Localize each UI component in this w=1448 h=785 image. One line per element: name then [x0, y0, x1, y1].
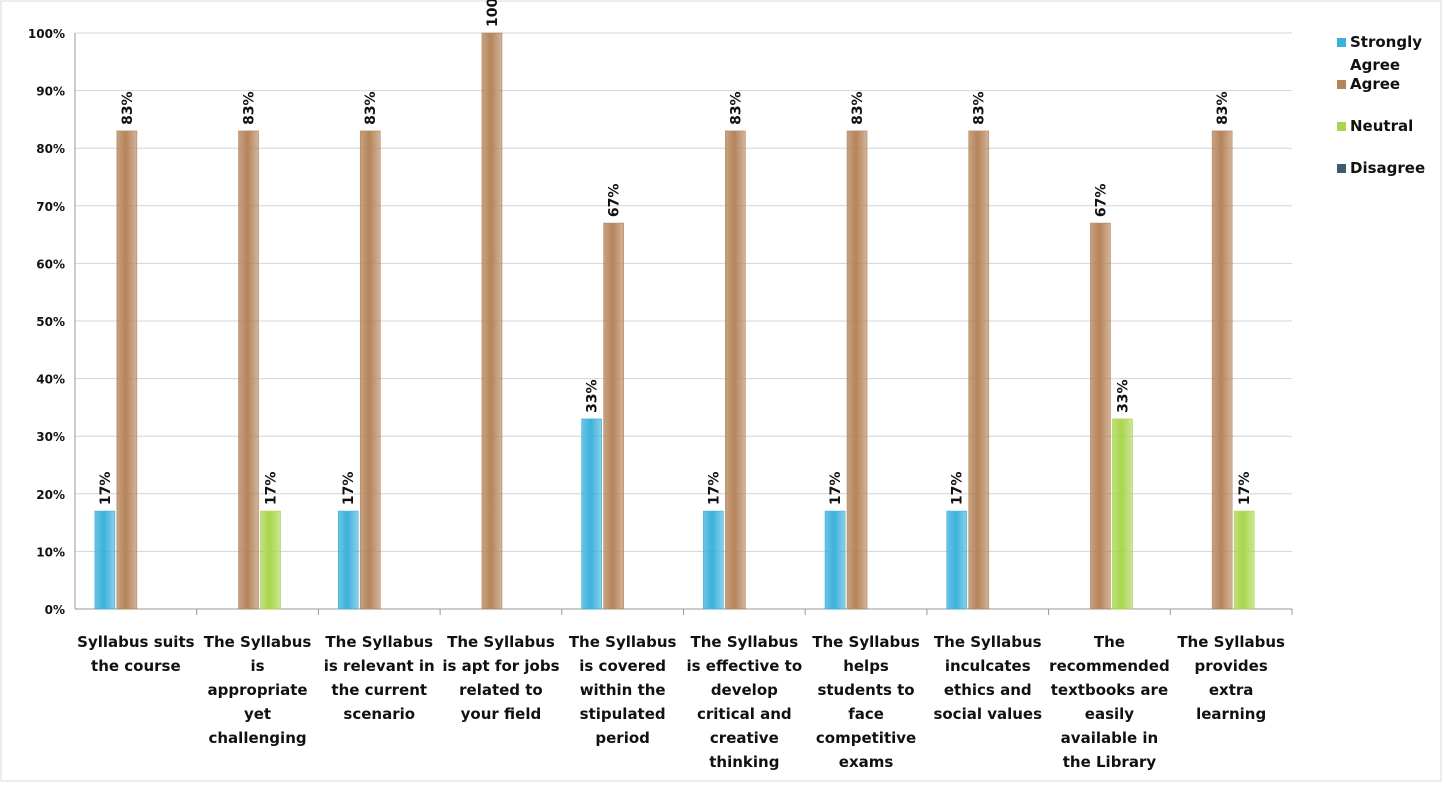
- data-label: 83%: [242, 91, 258, 125]
- data-label: 83%: [728, 91, 744, 125]
- y-tick-label: 50%: [36, 315, 65, 329]
- data-label: 83%: [850, 91, 866, 125]
- data-label: 17%: [950, 472, 966, 506]
- y-tick-label: 0%: [45, 603, 65, 617]
- bar: [946, 510, 968, 610]
- legend-swatch: [1337, 38, 1346, 47]
- y-tick-label: 10%: [36, 545, 65, 559]
- bar: [846, 130, 868, 610]
- data-label: 17%: [828, 472, 844, 506]
- data-label: 83%: [1215, 91, 1231, 125]
- x-tick-label: Syllabus suits the course: [77, 633, 194, 675]
- legend-swatch: [1337, 80, 1346, 89]
- bar: [94, 510, 116, 610]
- data-label: 67%: [607, 184, 623, 218]
- y-tick-label: 80%: [36, 142, 65, 156]
- data-label: 17%: [98, 472, 114, 506]
- legend-swatch: [1337, 122, 1346, 131]
- data-label: 17%: [706, 472, 722, 506]
- bar: [1112, 418, 1133, 610]
- data-label: 33%: [1115, 379, 1131, 413]
- y-tick-label: 70%: [36, 200, 65, 214]
- data-label: 67%: [1093, 184, 1109, 218]
- data-label: 33%: [585, 379, 601, 413]
- bar: [260, 510, 281, 610]
- data-label: 83%: [972, 91, 988, 125]
- x-tick-label: The recommended textbooks are easily availab…: [1049, 633, 1170, 771]
- x-tick-label: The Syllabus is covered within the stipulat…: [569, 633, 677, 747]
- data-label: 83%: [120, 91, 136, 125]
- legend-label: Disagree: [1350, 159, 1425, 177]
- bar: [1233, 510, 1255, 610]
- bar: [603, 222, 624, 610]
- x-tick-label: The Syllabus is appropriate yet challenging: [204, 633, 312, 747]
- bar: [238, 130, 259, 610]
- y-tick-label: 30%: [36, 430, 65, 444]
- y-tick-label: 20%: [36, 488, 65, 502]
- data-label: 17%: [341, 472, 357, 506]
- x-tick-label: The Syllabus is relevant in the current sce…: [324, 633, 435, 723]
- x-tick-label: The Syllabus provides extra learning: [1177, 633, 1285, 723]
- data-label: 17%: [264, 472, 280, 506]
- x-tick-label: The Syllabus is apt for jobs related to you…: [442, 633, 559, 723]
- bar: [1090, 222, 1111, 610]
- bar: [337, 510, 359, 610]
- bar: [359, 130, 381, 610]
- y-tick-label: 100%: [28, 27, 65, 41]
- x-tick-label: The Syllabus is effective to develop critic…: [687, 633, 803, 771]
- data-label: 83%: [363, 91, 379, 125]
- bar: [481, 32, 503, 610]
- bar: [581, 418, 602, 610]
- bar: [116, 130, 138, 610]
- y-tick-label: 90%: [36, 85, 65, 99]
- bar: [725, 130, 746, 610]
- bar: [824, 510, 846, 610]
- legend-label: Neutral: [1350, 117, 1413, 135]
- legend-label: Agree: [1350, 75, 1400, 93]
- y-tick-label: 40%: [36, 373, 65, 387]
- x-tick-label: The Syllabus helps students to face competit…: [812, 633, 920, 771]
- data-label: 17%: [1237, 472, 1253, 506]
- bar: [1211, 130, 1233, 610]
- data-label: 100%: [485, 0, 501, 27]
- bar: [968, 130, 990, 610]
- legend-swatch: [1337, 164, 1346, 173]
- bar: [703, 510, 724, 610]
- y-tick-label: 60%: [36, 257, 65, 271]
- x-tick-label: The Syllabus inculcates ethics and social v…: [933, 633, 1042, 723]
- legend-label: Strongly Agree: [1350, 33, 1422, 74]
